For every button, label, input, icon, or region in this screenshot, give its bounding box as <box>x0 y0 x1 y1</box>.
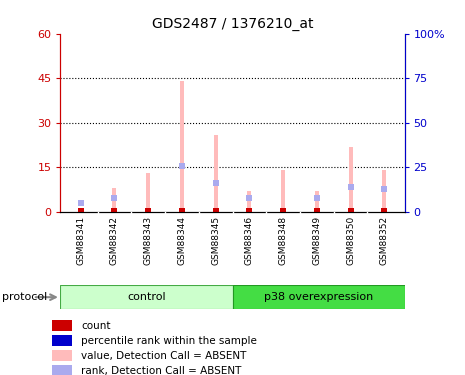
Bar <box>60 285 232 309</box>
Bar <box>146 173 150 212</box>
Text: GSM88350: GSM88350 <box>346 216 355 265</box>
Bar <box>281 170 285 212</box>
Text: protocol: protocol <box>2 292 47 302</box>
Text: count: count <box>81 321 111 331</box>
Bar <box>52 320 72 331</box>
Text: GSM88341: GSM88341 <box>76 216 85 265</box>
Text: GSM88349: GSM88349 <box>312 216 321 265</box>
Bar <box>52 365 72 375</box>
Text: GSM88345: GSM88345 <box>211 216 220 265</box>
Text: GSM88342: GSM88342 <box>110 216 119 264</box>
Bar <box>247 191 252 212</box>
Title: GDS2487 / 1376210_at: GDS2487 / 1376210_at <box>152 17 313 32</box>
Bar <box>52 350 72 361</box>
Text: GSM88344: GSM88344 <box>177 216 186 264</box>
Text: p38 overexpression: p38 overexpression <box>264 292 373 302</box>
Text: control: control <box>127 292 166 302</box>
Bar <box>79 210 83 212</box>
Bar <box>315 191 319 212</box>
Bar <box>349 147 352 212</box>
Bar <box>113 188 116 212</box>
Bar <box>232 285 405 309</box>
Text: value, Detection Call = ABSENT: value, Detection Call = ABSENT <box>81 351 246 361</box>
Text: rank, Detection Call = ABSENT: rank, Detection Call = ABSENT <box>81 366 242 375</box>
Bar <box>52 335 72 346</box>
Bar <box>180 81 184 212</box>
Text: GSM88346: GSM88346 <box>245 216 254 265</box>
Bar <box>213 135 218 212</box>
Text: GSM88352: GSM88352 <box>380 216 389 265</box>
Text: GSM88343: GSM88343 <box>144 216 153 265</box>
Text: percentile rank within the sample: percentile rank within the sample <box>81 336 257 346</box>
Bar <box>382 170 386 212</box>
Text: GSM88348: GSM88348 <box>279 216 288 265</box>
